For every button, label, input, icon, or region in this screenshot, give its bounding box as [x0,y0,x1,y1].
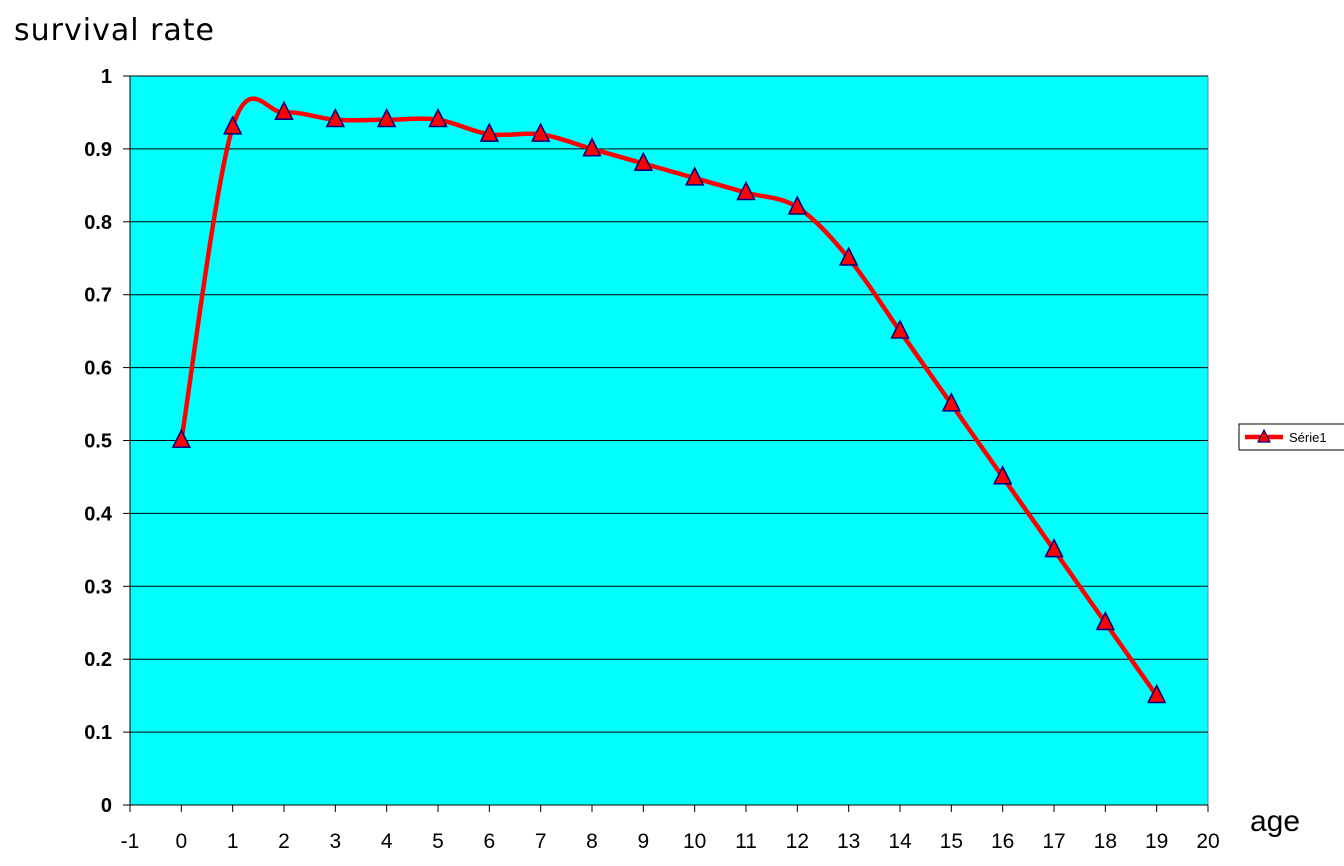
axes: 00.10.20.30.40.50.60.70.80.91-1 0 1 2 3 4 5 6 7 8… [84,66,1219,853]
x-tick-label: 12 [786,830,809,853]
data-point [376,107,397,128]
x-tick-label: 0 [175,830,187,853]
y-tick-label: 0.8 [84,212,112,234]
x-tick-label: 20 [1196,830,1219,853]
x-axis-label: age [1250,805,1300,838]
legend-label: Série1 [1289,430,1327,445]
x-tick-label: 17 [1042,830,1065,853]
y-tick-label: 0.9 [84,139,112,161]
gridlines [130,75,1208,733]
x-tick-label: 1 [227,830,239,853]
data-point [992,465,1013,485]
x-tick-label: -1 [121,830,140,853]
x-tick-label: 8 [586,830,598,853]
data-point [428,107,448,128]
data-point [941,392,962,412]
x-tick-label: 2 [278,830,290,853]
x-tick-label: 18 [1094,830,1117,853]
x-tick-label: 16 [991,830,1014,853]
y-axis-label: survival rate [14,13,215,48]
data-point [890,319,910,339]
x-tick-label: 15 [940,830,963,853]
y-tick-label: 0.2 [84,649,112,671]
data-point [1044,537,1064,558]
data-point [479,122,500,142]
x-tick-label: 7 [535,830,547,853]
data-point [222,115,243,135]
data-point [633,151,654,172]
x-tick-label: 3 [329,830,341,853]
x-tick-label: 4 [381,830,393,853]
y-tick-label: 0.1 [84,722,112,744]
y-tick-label: 0.3 [84,576,112,598]
x-tick-label: 14 [888,830,912,853]
x-tick-label: 19 [1145,830,1168,853]
data-point [1095,610,1116,631]
data-point [787,195,808,215]
data-point [684,166,705,186]
y-tick-label: 0.5 [84,431,112,453]
series-layer [171,96,1167,704]
x-tick-label: 5 [432,830,444,853]
y-tick-label: 0 [101,795,112,817]
data-point [838,246,859,266]
y-tick-label: 1 [101,66,112,88]
legend: Série1 [1238,423,1344,451]
x-tick-label: 11 [735,830,757,853]
y-tick-label: 0.7 [84,285,112,307]
y-tick-label: 0.4 [84,503,113,525]
data-point [736,180,756,201]
data-point [325,107,346,128]
data-point [171,428,192,449]
data-point [582,137,602,157]
x-tick-label: 6 [483,830,495,853]
legend-marker [1257,428,1271,443]
y-tick-label: 0.6 [84,358,112,380]
x-tick-label: 10 [683,830,706,853]
x-tick-label: 9 [637,830,649,853]
x-tick-label: 13 [837,830,860,853]
data-point [274,100,294,120]
data-point [1146,683,1167,704]
data-point [530,122,551,142]
